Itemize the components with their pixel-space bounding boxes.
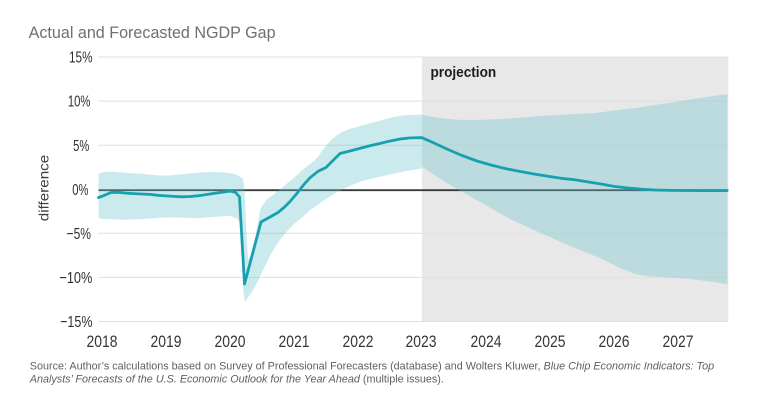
svg-text:difference: difference [36, 155, 52, 222]
svg-text:2024: 2024 [470, 333, 501, 351]
svg-text:0%: 0% [72, 180, 88, 199]
svg-text:−15%: −15% [60, 314, 93, 332]
svg-text:Source: Author’s calculations: Source: Author’s calculations based on S… [30, 360, 714, 372]
svg-text:Actual and Forecasted NGDP Gap: Actual and Forecasted NGDP Gap [29, 24, 276, 42]
svg-text:5%: 5% [73, 136, 89, 155]
svg-text:Analysts’ Forecasts of the U.S: Analysts’ Forecasts of the U.S. Economic… [29, 374, 444, 386]
svg-text:2025: 2025 [534, 333, 565, 351]
svg-text:15%: 15% [69, 48, 92, 66]
svg-text:2021: 2021 [278, 333, 309, 351]
svg-text:2026: 2026 [598, 333, 629, 351]
svg-text:2019: 2019 [150, 333, 181, 351]
svg-text:2023: 2023 [405, 333, 436, 351]
svg-text:2018: 2018 [86, 333, 117, 351]
svg-text:2027: 2027 [662, 333, 693, 351]
svg-text:−10%: −10% [59, 270, 92, 288]
svg-text:10%: 10% [68, 92, 91, 110]
svg-text:2022: 2022 [342, 333, 373, 351]
svg-text:−5%: −5% [67, 225, 92, 243]
svg-text:projection: projection [431, 64, 497, 81]
svg-text:2020: 2020 [214, 333, 245, 351]
